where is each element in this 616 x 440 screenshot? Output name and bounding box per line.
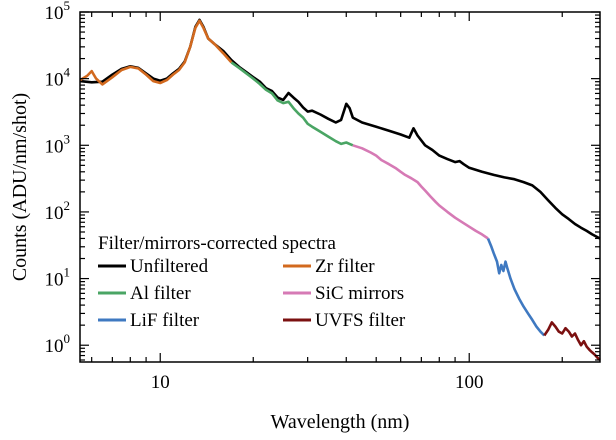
y-tick-label: 105 bbox=[45, 0, 71, 24]
series-line-sic-mirrors bbox=[352, 144, 489, 240]
series-line-al-filter bbox=[230, 61, 354, 147]
legend: Filter/mirrors-corrected spectra Unfilte… bbox=[98, 233, 406, 331]
tick-labels: 10 100 100 101 102 103 104 105 bbox=[45, 0, 484, 393]
legend-label: UVFS filter bbox=[315, 310, 406, 331]
legend-label: Zr filter bbox=[315, 256, 375, 277]
x-tick-label: 10 bbox=[151, 372, 170, 393]
y-tick-label: 103 bbox=[45, 131, 71, 157]
x-tick-label: 100 bbox=[455, 372, 484, 393]
legend-label: LiF filter bbox=[130, 310, 200, 331]
series-line-zr-filter bbox=[79, 19, 233, 86]
y-tick-label: 102 bbox=[45, 198, 71, 224]
y-axis-label: Counts (ADU/nm/shot) bbox=[9, 93, 31, 281]
x-axis-label: Wavelength (nm) bbox=[271, 411, 410, 433]
y-tick-label: 100 bbox=[45, 331, 71, 357]
spectra-curves bbox=[79, 18, 601, 361]
y-tick-label: 104 bbox=[45, 65, 71, 91]
legend-label: Al filter bbox=[130, 283, 191, 304]
series-line-lif-filter bbox=[486, 238, 546, 337]
series-line-unfiltered bbox=[79, 18, 601, 240]
legend-label: SiC mirrors bbox=[315, 283, 404, 304]
legend-label: Unfiltered bbox=[130, 256, 209, 277]
series-line-uvfs-filter bbox=[543, 321, 601, 361]
axis-ticks bbox=[80, 11, 600, 362]
plot-frame bbox=[79, 11, 601, 363]
y-tick-label: 101 bbox=[45, 265, 71, 291]
legend-title: Filter/mirrors-corrected spectra bbox=[98, 233, 336, 254]
